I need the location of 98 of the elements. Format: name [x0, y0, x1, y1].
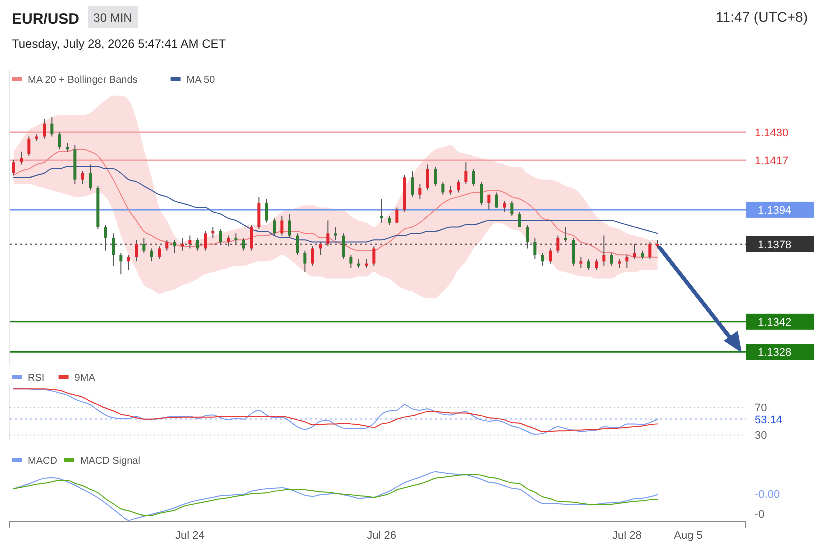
x-tick-label: Jul 24 — [175, 530, 205, 542]
candlestick — [234, 233, 238, 245]
candlestick — [58, 132, 62, 150]
candlestick — [158, 246, 161, 260]
candlestick — [541, 252, 544, 266]
candlestick — [150, 248, 154, 262]
candlestick — [181, 237, 184, 252]
legend-label: MACD Signal — [80, 456, 140, 467]
candlestick — [288, 214, 292, 238]
candlestick — [242, 237, 246, 252]
candlestick — [372, 246, 376, 266]
y-tick-label: 70 — [755, 402, 768, 415]
candlestick — [595, 258, 598, 271]
chart-subtitle: Tuesday, July 28, 2026 5:47:41 AM CET — [12, 37, 227, 51]
candlestick — [326, 220, 330, 248]
y-tick-label: 30 — [755, 430, 768, 442]
candlestick — [20, 151, 23, 166]
candlestick — [572, 237, 575, 266]
chart-title: EUR/USD — [12, 11, 80, 28]
candlestick — [258, 196, 261, 230]
candlestick — [204, 230, 207, 252]
candlestick — [426, 164, 430, 192]
candlestick — [564, 226, 568, 243]
candlestick — [626, 254, 629, 269]
candlestick — [442, 181, 445, 196]
candlestick — [50, 116, 54, 138]
ref-line-label: 1.1378 — [758, 239, 792, 252]
candlestick — [534, 237, 537, 260]
ref-line-label: 1.1417 — [755, 155, 789, 168]
candlestick — [495, 192, 498, 208]
candlestick — [135, 240, 138, 262]
candlestick — [188, 235, 192, 250]
candlestick — [43, 119, 46, 140]
candlestick — [120, 252, 123, 276]
candlestick — [89, 164, 92, 192]
candlestick — [28, 136, 31, 157]
candlestick — [166, 240, 169, 252]
candlestick — [104, 224, 108, 252]
candlestick — [556, 235, 560, 254]
candlestick — [472, 168, 476, 187]
candlestick — [311, 246, 314, 266]
candlestick — [112, 233, 115, 266]
candlestick — [549, 248, 552, 264]
candlestick — [12, 160, 16, 176]
x-tick-label: Jul 26 — [367, 530, 397, 542]
candlestick — [265, 198, 268, 224]
candlestick — [434, 166, 437, 187]
candlestick — [212, 226, 215, 238]
text: 11:47 (UTC+8) — [716, 9, 808, 25]
legend-label: MA 50 — [186, 75, 216, 86]
ref-line-label: 53.14 — [755, 414, 783, 426]
text: 30 MIN — [94, 11, 132, 25]
ref-line-label: 1.1342 — [758, 316, 792, 329]
legend-label: MA 20 + Bollinger Bands — [28, 75, 138, 86]
candlestick — [380, 198, 384, 224]
candlestick — [142, 237, 146, 254]
candlestick — [602, 235, 606, 266]
candlestick — [418, 184, 422, 200]
candlestick — [464, 162, 468, 185]
candlestick — [633, 244, 636, 260]
candlestick — [587, 258, 590, 271]
candlestick — [250, 224, 253, 252]
candlestick — [610, 252, 614, 266]
text: -0.00 — [755, 489, 780, 501]
legend-label: RSI — [28, 373, 45, 384]
candlestick — [173, 240, 176, 254]
x-tick-label: Aug 5 — [674, 530, 703, 542]
candlestick — [480, 181, 483, 206]
ref-line-label: 1.1430 — [755, 127, 789, 140]
candlestick — [81, 170, 84, 185]
legend-label: 9MA — [74, 373, 96, 384]
candlestick — [510, 200, 514, 217]
candlestick — [457, 179, 460, 194]
ref-line-label: 1.1328 — [758, 347, 792, 360]
candlestick — [488, 194, 491, 210]
text: -0 — [755, 509, 765, 521]
candlestick — [334, 226, 338, 241]
legend-label: MACD — [28, 456, 58, 467]
candlestick — [580, 256, 583, 269]
candlestick — [296, 233, 299, 256]
candlestick — [648, 242, 652, 260]
candlestick — [227, 235, 230, 248]
candlestick — [411, 170, 414, 198]
candlestick — [280, 216, 284, 236]
candlestick — [219, 228, 222, 245]
candlestick — [526, 224, 529, 250]
candlestick — [127, 254, 130, 271]
candlestick — [273, 218, 276, 236]
candlestick — [342, 233, 345, 260]
candlestick — [350, 254, 353, 269]
candlestick — [503, 200, 506, 213]
ref-line-label: 1.1394 — [758, 204, 792, 217]
candlestick — [196, 237, 200, 252]
x-tick-label: Jul 28 — [612, 530, 642, 542]
candlestick — [396, 207, 399, 224]
candlestick — [319, 242, 322, 256]
candlestick — [518, 212, 522, 228]
candlestick — [304, 250, 307, 273]
